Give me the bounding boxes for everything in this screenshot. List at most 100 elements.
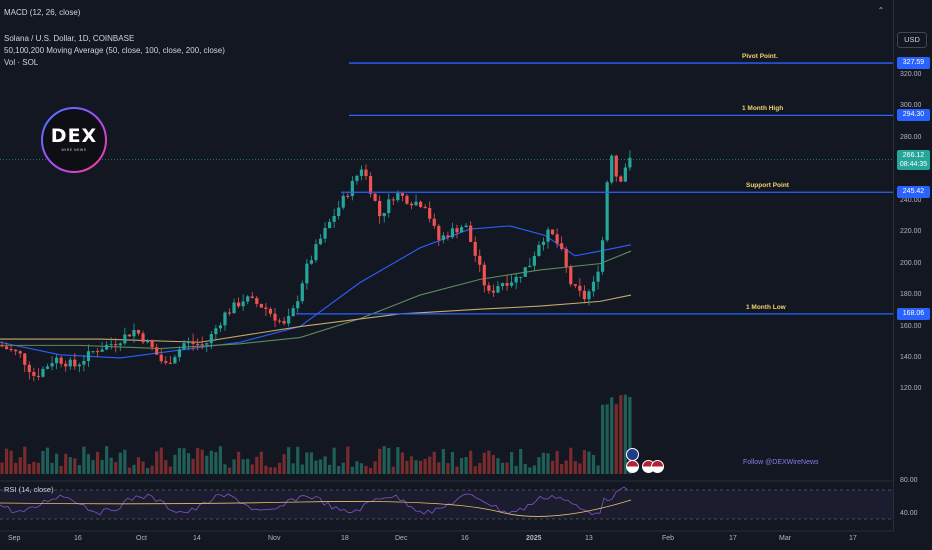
- volume-bar: [405, 460, 409, 474]
- volume-bar: [528, 467, 532, 474]
- candle-body: [273, 313, 277, 321]
- date-tick: 17: [729, 535, 737, 542]
- volume-bar: [350, 466, 354, 474]
- candle-body: [605, 182, 609, 241]
- volume-bar: [159, 447, 163, 474]
- candle-body: [105, 344, 109, 350]
- candle-body: [50, 363, 54, 367]
- candle-body: [555, 234, 559, 244]
- volume-bar: [300, 464, 304, 474]
- volume-bar: [164, 460, 168, 474]
- candle-body: [282, 321, 286, 324]
- volume-bar: [491, 455, 495, 474]
- volume-bar: [250, 464, 254, 474]
- volume-bar: [73, 458, 77, 474]
- price-tick: 220.00: [900, 228, 922, 236]
- volume-bar: [255, 456, 259, 474]
- candle-body: [45, 366, 50, 369]
- volume-label[interactable]: Vol · SOL: [4, 58, 39, 67]
- price-tick: 160.00: [900, 322, 922, 330]
- volume-bar: [118, 452, 122, 474]
- volume-bar: [282, 454, 286, 474]
- volume-bar: [341, 462, 345, 474]
- volume-bar: [414, 460, 418, 474]
- date-tick: 13: [585, 535, 593, 542]
- candle-body: [237, 302, 241, 307]
- volume-bar: [478, 462, 482, 474]
- volume-bar: [155, 451, 159, 474]
- candle-body: [619, 176, 623, 182]
- candle-body: [478, 255, 482, 265]
- candle-body: [314, 244, 318, 261]
- candle-body: [455, 228, 459, 233]
- date-tick: Oct: [136, 535, 147, 542]
- candle-body: [519, 276, 523, 278]
- candle-body: [591, 281, 596, 292]
- candle-body: [564, 248, 568, 267]
- candle-body: [573, 284, 577, 286]
- volume-bar: [459, 458, 464, 474]
- us-flag-icon[interactable]: [626, 460, 639, 473]
- volume-bar: [578, 463, 582, 474]
- candle-body: [610, 155, 614, 183]
- volume-bar: [473, 466, 477, 474]
- candle-body: [368, 176, 373, 194]
- date-tick: Feb: [662, 535, 675, 542]
- price-tick: 320.00: [900, 71, 922, 78]
- candle-body: [587, 291, 591, 300]
- level-name: 1 Month Low: [746, 303, 786, 311]
- candle-body: [537, 244, 541, 256]
- candle-body: [291, 308, 295, 316]
- rsi-indicator-label[interactable]: RSI (14, close): [4, 485, 54, 494]
- candle-body: [277, 320, 282, 322]
- volume-bar: [259, 451, 263, 474]
- volume-bar: [218, 446, 222, 474]
- candle-body: [482, 264, 486, 286]
- volume-bar: [91, 460, 95, 474]
- candle-body: [628, 157, 632, 168]
- price-axis[interactable]: [893, 0, 932, 532]
- moving-average-label[interactable]: 50,100,200 Moving Average (50, close, 10…: [4, 46, 225, 55]
- candle-body: [223, 312, 227, 326]
- price-tick: 140.00: [900, 353, 922, 361]
- candle-body: [428, 207, 432, 219]
- volume-bar: [487, 450, 491, 474]
- candle-body: [469, 225, 473, 242]
- volume-bar: [309, 452, 313, 474]
- candle-body: [136, 329, 141, 334]
- candle-body: [95, 351, 100, 353]
- volume-bar: [95, 451, 100, 474]
- level-price-label: 168.06: [897, 307, 930, 320]
- candle-body: [332, 216, 336, 222]
- candle-body: [532, 255, 536, 266]
- macd-indicator-label[interactable]: MACD (12, 26, close): [4, 8, 81, 17]
- volume-bar: [237, 451, 241, 474]
- candle-body: [364, 169, 368, 177]
- volume-bar: [614, 404, 618, 474]
- candle-body: [550, 229, 555, 235]
- volume-bar: [323, 456, 327, 474]
- candle-body: [132, 329, 136, 337]
- candle-body: [146, 340, 150, 343]
- volume-bar: [419, 460, 423, 474]
- currency-selector[interactable]: USD: [897, 32, 927, 48]
- volume-bar: [59, 466, 63, 474]
- candle-body: [396, 193, 400, 201]
- volume-bar: [560, 464, 564, 474]
- volume-bar: [601, 404, 605, 474]
- candle-body: [36, 375, 40, 377]
- level-price-label: 294.30: [897, 109, 930, 122]
- candle-body: [446, 235, 450, 238]
- candle-body: [287, 315, 291, 324]
- volume-bar: [27, 463, 31, 474]
- volume-bar: [505, 462, 509, 474]
- collapse-icon[interactable]: ⌃: [877, 6, 885, 15]
- date-tick: 14: [193, 535, 201, 542]
- volume-bar: [591, 454, 596, 474]
- volume-bar: [268, 467, 273, 474]
- volume-bar: [45, 447, 50, 474]
- volume-bar: [182, 448, 186, 474]
- volume-bar: [455, 466, 459, 474]
- us-flag-icon[interactable]: [651, 460, 664, 473]
